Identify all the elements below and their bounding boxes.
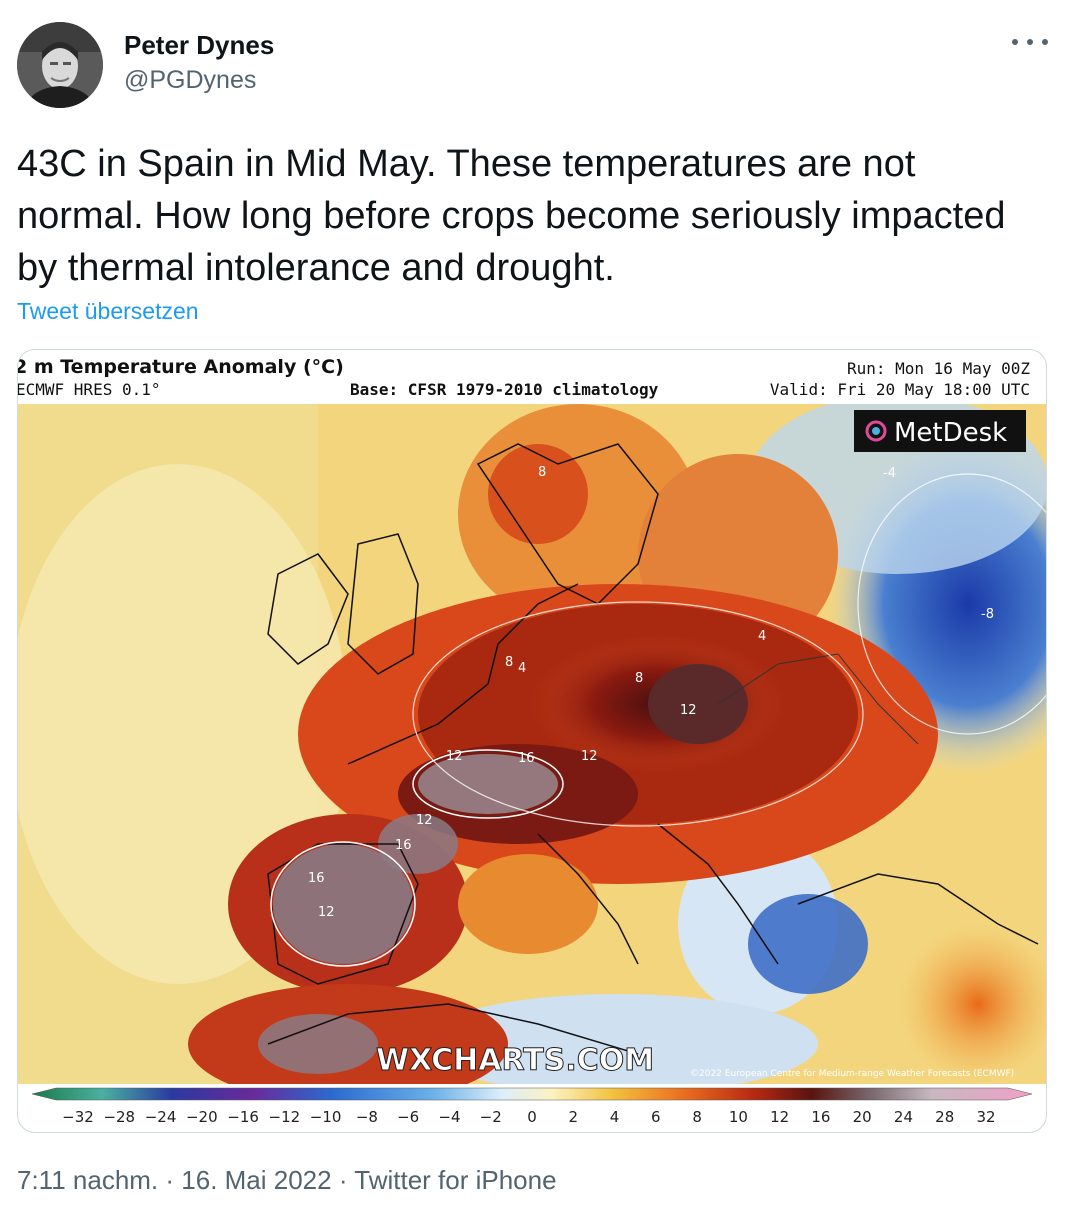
colorbar-tick-label: −16 [227,1108,259,1126]
colorbar-tick-label: −12 [269,1108,301,1126]
colorbar-tick-label: 8 [692,1108,702,1126]
colorbar-tick-label: −10 [310,1108,342,1126]
colorbar-tick-label: −4 [438,1108,460,1126]
contour-label: 8 [635,671,643,686]
contour-labels: 8 4 8 8 12 16 12 12 16 12 16 12 -4 -8 4 [308,465,994,920]
contour-label: 4 [758,629,766,644]
colorbar-tick-label: 16 [811,1108,830,1126]
tweet-source[interactable]: Twitter for iPhone [354,1165,557,1195]
tweet-timestamp-date[interactable]: 16. Mai 2022 [181,1165,332,1195]
colorbar-tick-label: 24 [894,1108,913,1126]
colorbar-tick-label: 6 [651,1108,661,1126]
contour-label: 16 [308,871,325,886]
wxcharts-watermark: WXCHARTS.COM [376,1043,654,1078]
colorbar-tick-label: −8 [356,1108,378,1126]
contour-label: 12 [680,703,697,718]
map-model: ECMWF HRES 0.1° [17,380,161,399]
contour-label: 8 [538,465,546,480]
colorbar-tick-label: −6 [397,1108,419,1126]
tweet-footer: 7:11 nachm. · 16. Mai 2022 · Twitter for… [17,1165,557,1196]
contour-label: 12 [581,749,598,764]
contour-label: -4 [883,466,896,481]
contour-label: 16 [518,751,535,766]
metdesk-logo: MetDesk [894,418,1007,448]
map-title: 2 m Temperature Anomaly (°C) [17,356,344,378]
colorbar-tick-label: −20 [186,1108,218,1126]
colorbar-tick-label: 0 [527,1108,537,1126]
dot [1042,39,1048,45]
map-base: Base: CFSR 1979-2010 climatology [350,380,659,399]
ecmwf-copyright: ©2022 European Centre for Medium-range W… [690,1069,1014,1079]
colorbar-tick-label: 32 [976,1108,995,1126]
colorbar-tick-label: 10 [729,1108,748,1126]
colorbar-tick-label: 28 [935,1108,954,1126]
contour-label: 8 [505,655,513,670]
map-run: Run: Mon 16 May 00Z [846,359,1030,378]
tweet-media-image[interactable]: 2 m Temperature Anomaly (°C) ECMWF HRES … [17,349,1047,1133]
author-handle[interactable]: @PGDynes [124,66,257,94]
colorbar-tick-label: −24 [145,1108,177,1126]
colorbar-legend: −32 −28 −24 −20 −16 −12 −10 −8 −6 −4 −2 0 2 4 6 8 10 12 16… [31,1087,1033,1126]
contour-label: 12 [318,905,335,920]
translate-tweet-link[interactable]: Tweet übersetzen [17,298,199,324]
colorbar-tick-label: −32 [62,1108,94,1126]
footer-separator: · [158,1165,182,1195]
dot [1027,39,1033,45]
contour-label: 12 [446,749,463,764]
colorbar-tick-label: 4 [610,1108,620,1126]
contour-label: 12 [416,813,433,828]
tweet-text: 43C in Spain in Mid May. These temperatu… [17,143,1006,289]
colorbar-tick-label: −28 [103,1108,135,1126]
map-valid: Valid: Fri 20 May 18:00 UTC [769,380,1030,399]
footer-separator: · [331,1165,355,1195]
contour-label: -8 [981,607,994,622]
avatar[interactable] [17,22,103,108]
author-name[interactable]: Peter Dynes [124,30,275,60]
contour-label: 4 [518,661,526,676]
colorbar-tick-label: 20 [853,1108,872,1126]
contour-label: 16 [395,838,412,853]
colorbar-tick-label: 12 [770,1108,789,1126]
more-options-icon[interactable] [1012,30,1048,54]
colorbar-tick-label: 2 [568,1108,578,1126]
colorbar-tick-label: −2 [480,1108,502,1126]
avatar-photo [17,22,103,108]
temperature-anomaly-map: MetDesk WXCHARTS.COM ©2022 European Cent… [18,404,1046,1084]
tweet-timestamp-time[interactable]: 7:11 nachm. [17,1165,159,1195]
dot [1012,39,1018,45]
